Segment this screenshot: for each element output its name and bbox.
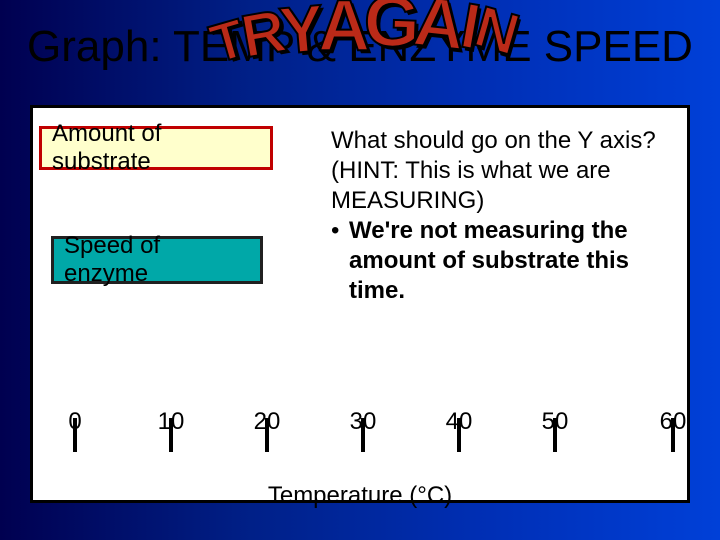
axis-tick-label: 20 [254, 408, 281, 436]
option2-label: Speed of enzyme [64, 232, 250, 288]
q-line1: What should go on the Y axis? [331, 126, 687, 156]
bullet-dot: • [331, 216, 349, 306]
question-text: What should go on the Y axis? (HINT: Thi… [331, 126, 687, 306]
q-line3: MEASURING) [331, 186, 687, 216]
x-axis-ticks: 0102030405060 [33, 420, 687, 452]
axis-tick-label: 30 [350, 408, 377, 436]
content-box: Amount of substrate Speed of enzyme What… [30, 105, 690, 503]
x-axis-label: Temperature (°C) [33, 482, 687, 510]
axis-tick-label: 40 [446, 408, 473, 436]
option-amount-of-substrate[interactable]: Amount of substrate [39, 126, 273, 170]
q-bullet: We're not measuring the amount of substr… [349, 216, 687, 306]
option-speed-of-enzyme[interactable]: Speed of enzyme [51, 236, 263, 284]
q-line2: (HINT: This is what we are [331, 156, 687, 186]
slide-background: Graph: TEMP & ENZYME SPEED TRY AGAIN Amo… [0, 0, 720, 540]
axis-tick-label: 0 [68, 408, 81, 436]
axis-tick-label: 10 [158, 408, 185, 436]
axis-tick-label: 50 [542, 408, 569, 436]
wordart-try-again: TRY AGAIN [145, 0, 585, 80]
axis-tick-label: 60 [660, 408, 687, 436]
option1-label: Amount of substrate [52, 120, 260, 176]
